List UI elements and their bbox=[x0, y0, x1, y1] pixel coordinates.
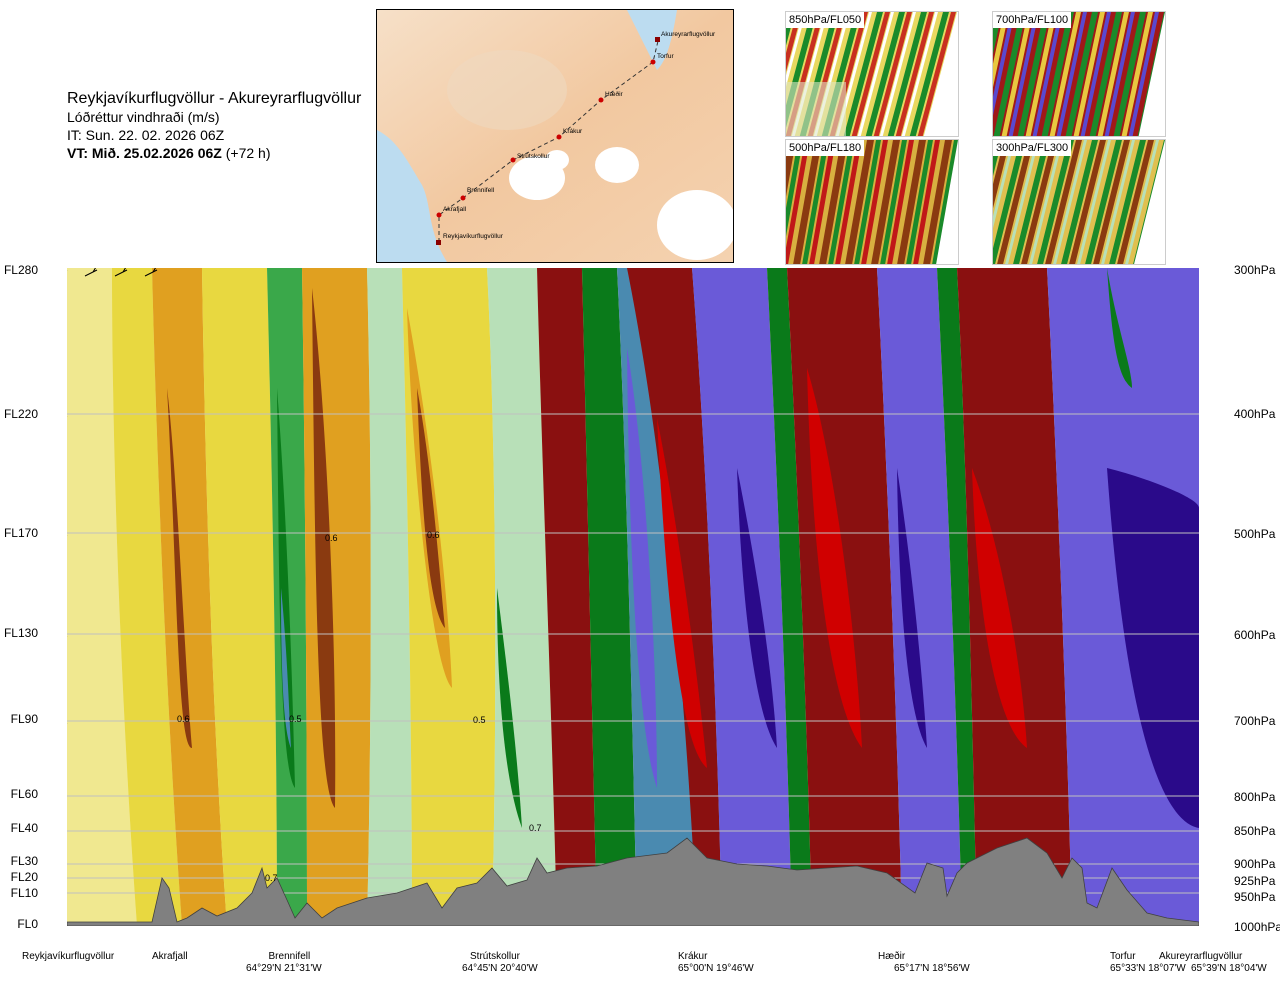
station-label: Reykjavíkurflugvöllur bbox=[22, 951, 115, 962]
contour-label: 0.5 bbox=[473, 715, 486, 725]
station-label: Strútskollur 64°45'N 20°40'W bbox=[462, 951, 538, 974]
fl-tick-label: FL280 bbox=[3, 263, 38, 277]
cross-section-plot: 0.6 0.6 0.6 0.5 0.5 0.7 0.7 bbox=[54, 266, 1200, 927]
contour-label: 0.5 bbox=[289, 714, 302, 724]
terrain bbox=[66, 837, 1200, 927]
contour-label: 0.6 bbox=[325, 533, 338, 543]
thumbnail-850[interactable]: 850hPa/FL050 bbox=[785, 11, 959, 137]
map-marker-torfur bbox=[650, 59, 656, 65]
map-label-krakur: Krákur bbox=[563, 128, 583, 135]
map-marker-haedir bbox=[598, 97, 604, 103]
map-label-torfur: Torfur bbox=[657, 53, 674, 60]
fl-tick-label: FL130 bbox=[3, 626, 38, 640]
fl-tick-label: FL30 bbox=[10, 854, 38, 868]
map-marker-reykjavik bbox=[436, 240, 441, 245]
station-label: Krákur 65°00'N 19°46'W bbox=[678, 951, 754, 974]
pressure-tick-label: 600hPa bbox=[1234, 628, 1276, 642]
variable-label: Lóðréttur vindhraði (m/s) bbox=[67, 109, 220, 125]
route-title: Reykjavíkurflugvöllur - Akureyrarflugvöl… bbox=[67, 90, 362, 107]
thumbnail-500-image bbox=[786, 140, 958, 264]
pressure-tick-label: 800hPa bbox=[1234, 790, 1276, 804]
map-marker-akrafjall bbox=[436, 212, 442, 218]
pressure-tick-label: 700hPa bbox=[1234, 714, 1276, 728]
vertical-velocity-field bbox=[67, 268, 1199, 926]
title-block: Reykjavíkurflugvöllur - Akureyrarflugvöl… bbox=[67, 90, 361, 162]
map-label-reykjavik: Reykjavíkurflugvöllur bbox=[443, 233, 504, 240]
contour-label: 0.6 bbox=[427, 530, 440, 540]
pressure-tick-label: 500hPa bbox=[1234, 527, 1276, 541]
contour-label: 0.6 bbox=[177, 714, 190, 724]
thumbnail-700[interactable]: 700hPa/FL100 bbox=[992, 11, 1166, 137]
thumbnail-700-label: 700hPa/FL100 bbox=[993, 12, 1072, 28]
pressure-tick-label: 950hPa bbox=[1234, 890, 1276, 904]
thumbnail-850-label: 850hPa/FL050 bbox=[786, 12, 865, 28]
route-map-svg: Akureyrarflugvöllur Torfur Hæðir Krákur … bbox=[377, 10, 733, 262]
fl-tick-label: FL60 bbox=[10, 787, 38, 801]
valid-time: VT: Mið. 25.02.2026 06Z (+72 h) bbox=[67, 145, 271, 161]
thumbnail-300-image bbox=[993, 140, 1165, 264]
issue-time: IT: Sun. 22. 02. 2026 06Z bbox=[67, 127, 225, 143]
thumbnail-300-label: 300hPa/FL300 bbox=[993, 140, 1072, 156]
map-marker-akureyri bbox=[655, 37, 660, 42]
thumbnail-500-label: 500hPa/FL180 bbox=[786, 140, 865, 156]
route-map: Akureyrarflugvöllur Torfur Hæðir Krákur … bbox=[376, 9, 734, 263]
map-label-strutskollur: Strútskollur bbox=[517, 153, 550, 160]
thumbnail-700-image bbox=[993, 12, 1165, 136]
fl-tick-label: FL0 bbox=[17, 917, 38, 931]
pressure-tick-label: 925hPa bbox=[1234, 874, 1276, 888]
thumbnail-300[interactable]: 300hPa/FL300 bbox=[992, 139, 1166, 265]
fl-tick-label: FL90 bbox=[10, 712, 38, 726]
map-label-akureyri: Akureyrarflugvöllur bbox=[661, 31, 716, 38]
map-label-haedir: Hæðir bbox=[605, 90, 624, 98]
fl-tick-label: FL20 bbox=[10, 870, 38, 884]
pressure-tick-label: 900hPa bbox=[1234, 857, 1276, 871]
contour-label: 0.7 bbox=[529, 823, 542, 833]
fl-tick-label: FL220 bbox=[3, 407, 38, 421]
station-label: Akureyrarflugvöllur 65°39'N 18°04'W bbox=[1159, 951, 1267, 974]
pressure-tick-label: 300hPa bbox=[1234, 263, 1276, 277]
thumbnail-850-image bbox=[786, 12, 958, 136]
fl-tick-label: FL10 bbox=[10, 886, 38, 900]
contour-label: 0.7 bbox=[265, 873, 278, 883]
map-marker-strutskollur bbox=[510, 157, 516, 163]
map-label-akrafjall: Akrafjall bbox=[443, 206, 467, 213]
thumbnail-500[interactable]: 500hPa/FL180 bbox=[785, 139, 959, 265]
map-label-brennifell: Brennifell bbox=[467, 187, 495, 194]
pressure-tick-label: 400hPa bbox=[1234, 407, 1276, 421]
map-marker-brennifell bbox=[460, 195, 466, 201]
station-label: Hæðir 65°17'N 18°56'W bbox=[878, 951, 970, 974]
map-marker-krakur bbox=[556, 134, 562, 140]
fl-tick-label: FL170 bbox=[3, 526, 38, 540]
station-label: Brennifell 64°29'N 21°31'W bbox=[246, 951, 322, 974]
cross-section-svg: 0.6 0.6 0.6 0.5 0.5 0.7 0.7 bbox=[54, 266, 1200, 927]
pressure-tick-label: 850hPa bbox=[1234, 824, 1276, 838]
station-label: Torfur 65°33'N 18°07'W bbox=[1110, 951, 1186, 974]
pressure-tick-label: 1000hPa bbox=[1234, 920, 1280, 934]
fl-tick-label: FL40 bbox=[10, 821, 38, 835]
station-label: Akrafjall bbox=[152, 951, 188, 962]
